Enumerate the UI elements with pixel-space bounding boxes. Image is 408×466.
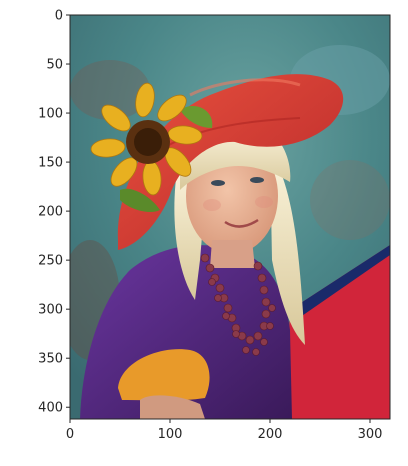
x-tick-label: 300 [358, 427, 383, 442]
y-tick-label: 200 [38, 205, 63, 220]
y-tick-label: 150 [38, 156, 63, 171]
navy-stripe [290, 245, 390, 320]
red-panel [285, 245, 390, 419]
y-tick-label: 50 [46, 58, 63, 73]
y-tick-label: 0 [55, 9, 63, 24]
hair [270, 150, 305, 345]
y-tick-label: 400 [38, 401, 63, 416]
image-frame [69, 14, 391, 420]
y-axis: 0 50 100 150 200 250 300 350 400 [38, 9, 70, 416]
bead-necklace [200, 253, 276, 356]
sleeve-cuff [118, 349, 210, 401]
sunflower [90, 82, 213, 212]
x-axis: 0 100 200 300 [66, 419, 383, 442]
y-tick-label: 100 [38, 107, 63, 122]
photo [70, 15, 390, 419]
y-tick-label: 250 [38, 254, 63, 269]
x-tick-label: 0 [66, 427, 74, 442]
x-tick-label: 100 [158, 427, 183, 442]
y-tick-label: 350 [38, 352, 63, 367]
y-tick-label: 300 [38, 303, 63, 318]
x-tick-label: 200 [258, 427, 283, 442]
red-hat [117, 74, 344, 250]
